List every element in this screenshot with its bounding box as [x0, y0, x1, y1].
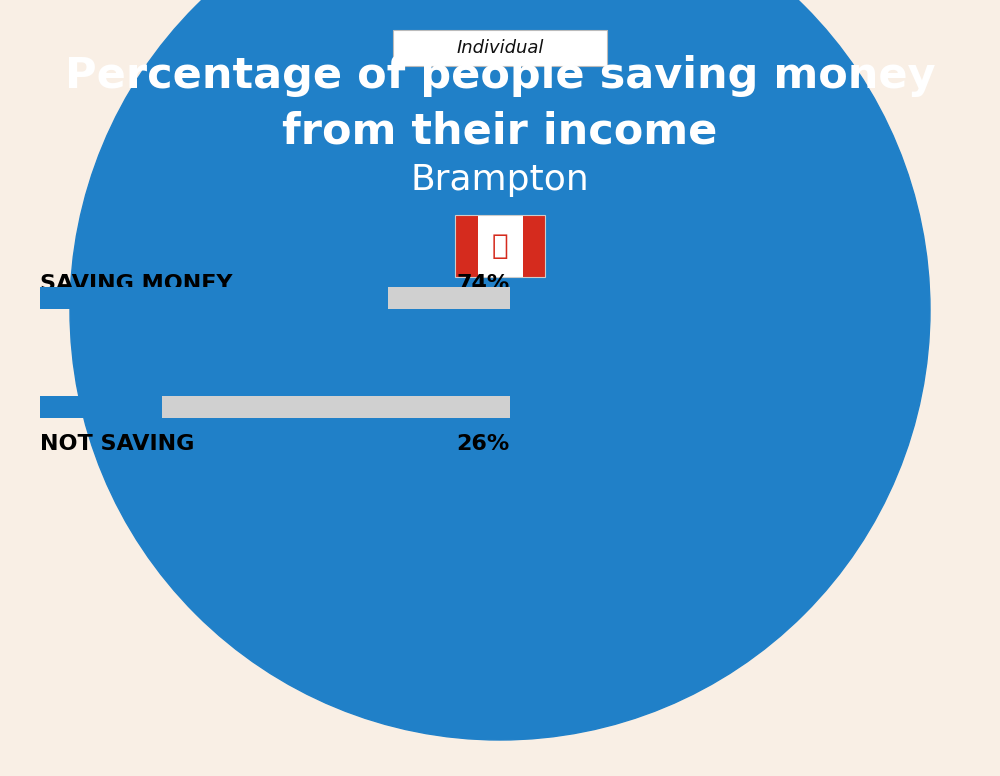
- FancyBboxPatch shape: [455, 215, 545, 277]
- Circle shape: [70, 0, 930, 740]
- Text: Brampton: Brampton: [411, 163, 589, 197]
- Text: SAVING MONEY: SAVING MONEY: [40, 274, 232, 294]
- Text: 🍁: 🍁: [492, 232, 508, 260]
- FancyBboxPatch shape: [455, 215, 478, 277]
- Text: 74%: 74%: [457, 274, 510, 294]
- FancyBboxPatch shape: [40, 396, 162, 418]
- FancyBboxPatch shape: [393, 30, 607, 66]
- FancyBboxPatch shape: [40, 396, 510, 418]
- Text: 26%: 26%: [457, 434, 510, 454]
- FancyBboxPatch shape: [40, 287, 388, 309]
- FancyBboxPatch shape: [522, 215, 545, 277]
- Text: NOT SAVING: NOT SAVING: [40, 434, 194, 454]
- Text: Individual: Individual: [456, 39, 544, 57]
- Text: from their income: from their income: [282, 110, 718, 152]
- Text: Percentage of people saving money: Percentage of people saving money: [65, 55, 935, 97]
- FancyBboxPatch shape: [40, 287, 510, 309]
